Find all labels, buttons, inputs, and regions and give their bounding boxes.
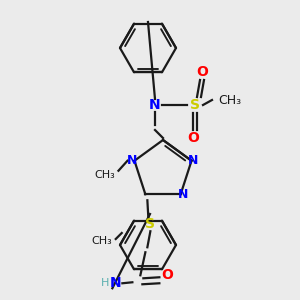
Text: N: N — [177, 188, 188, 201]
Text: H: H — [101, 278, 110, 288]
Text: O: O — [196, 65, 208, 79]
Text: CH₃: CH₃ — [218, 94, 242, 106]
Text: CH₃: CH₃ — [92, 236, 112, 246]
Text: S: S — [146, 217, 155, 231]
Text: N: N — [110, 276, 121, 290]
Text: O: O — [161, 268, 173, 282]
Text: S: S — [190, 98, 200, 112]
Text: CH₃: CH₃ — [94, 170, 115, 180]
Text: N: N — [127, 154, 138, 167]
Text: N: N — [188, 154, 199, 167]
Text: O: O — [187, 131, 199, 145]
Text: N: N — [149, 98, 161, 112]
